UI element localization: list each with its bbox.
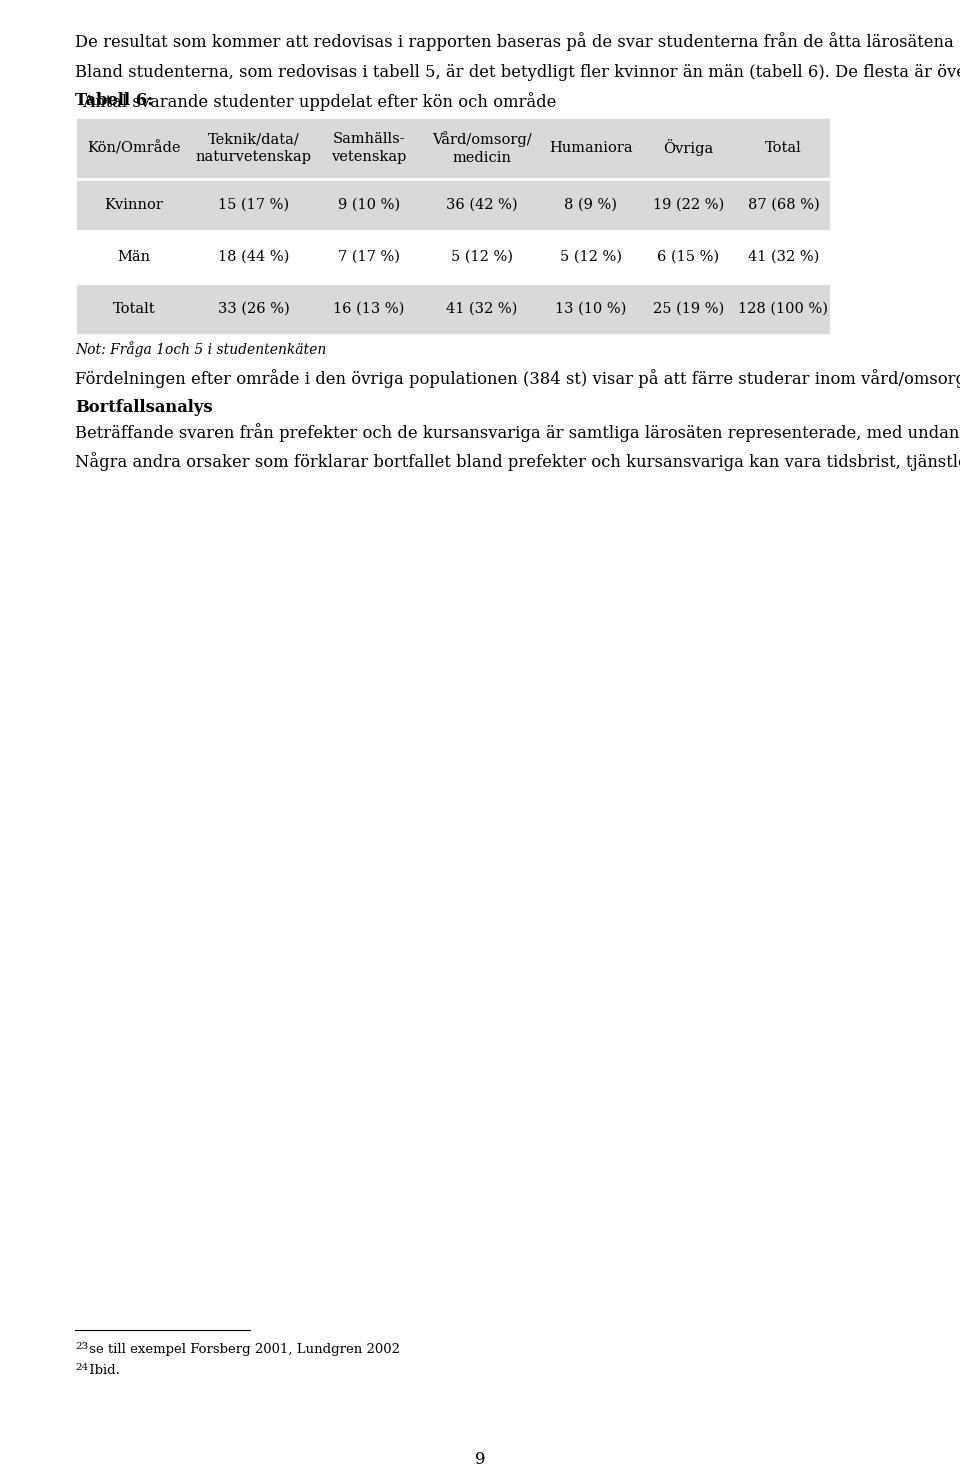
Text: 13 (10 %): 13 (10 %): [555, 302, 627, 316]
Text: Totalt: Totalt: [112, 302, 156, 316]
Text: 33 (26 %): 33 (26 %): [218, 302, 290, 316]
Text: Beträffande svaren från prefekter och de kursansvariga är samtliga lärosäten rep: Beträffande svaren från prefekter och de…: [75, 422, 960, 442]
Text: Bland studenterna, som redovisas i tabell 5, är det betydligt fler kvinnor än mä: Bland studenterna, som redovisas i tabel…: [75, 62, 960, 81]
Text: 19 (22 %): 19 (22 %): [653, 198, 724, 212]
Text: Ibid.: Ibid.: [85, 1364, 120, 1376]
Text: 6 (15 %): 6 (15 %): [658, 249, 720, 264]
Text: Total: Total: [765, 142, 802, 155]
Text: Antal svarande studenter uppdelat efter kön och område: Antal svarande studenter uppdelat efter …: [78, 93, 557, 111]
Text: 5 (12 %): 5 (12 %): [560, 249, 622, 264]
Text: Män: Män: [117, 249, 151, 264]
Text: 16 (13 %): 16 (13 %): [333, 302, 405, 316]
Text: Not: Fråga 1och 5 i studentenkäten: Not: Fråga 1och 5 i studentenkäten: [75, 341, 326, 357]
Text: De resultat som kommer att redovisas i rapporten baseras på de svar studenterna : De resultat som kommer att redovisas i r…: [75, 32, 960, 52]
Text: Övriga: Övriga: [663, 140, 713, 156]
Text: Fördelningen efter område i den övriga populationen (384 st) visar på att färre : Fördelningen efter område i den övriga p…: [75, 369, 960, 388]
Text: 41 (32 %): 41 (32 %): [446, 302, 517, 316]
Text: Samhälls-
vetenskap: Samhälls- vetenskap: [331, 133, 407, 164]
Text: Kön/Område: Kön/Område: [87, 140, 180, 155]
Bar: [75, 117, 831, 178]
Bar: [75, 283, 831, 335]
Text: 15 (17 %): 15 (17 %): [219, 198, 290, 212]
Bar: [75, 232, 831, 283]
Text: Humaniora: Humaniora: [549, 142, 633, 155]
Bar: [75, 178, 831, 232]
Text: Teknik/data/
naturvetenskap: Teknik/data/ naturvetenskap: [196, 133, 312, 164]
Text: Kvinnor: Kvinnor: [105, 198, 163, 212]
Text: 36 (42 %): 36 (42 %): [446, 198, 517, 212]
Text: 128 (100 %): 128 (100 %): [738, 302, 828, 316]
Text: 9: 9: [475, 1451, 485, 1469]
Text: 8 (9 %): 8 (9 %): [564, 198, 617, 212]
Text: Vård/omsorg/
medicin: Vård/omsorg/ medicin: [432, 131, 532, 165]
Text: 23: 23: [75, 1342, 88, 1351]
Text: 7 (17 %): 7 (17 %): [338, 249, 400, 264]
Text: 87 (68 %): 87 (68 %): [748, 198, 820, 212]
Text: 25 (19 %): 25 (19 %): [653, 302, 724, 316]
Text: 18 (44 %): 18 (44 %): [218, 249, 290, 264]
Text: 24: 24: [75, 1363, 88, 1372]
Text: 9 (10 %): 9 (10 %): [338, 198, 400, 212]
Text: 5 (12 %): 5 (12 %): [451, 249, 513, 264]
Text: Tabell 6:: Tabell 6:: [75, 93, 154, 109]
Text: Några andra orsaker som förklarar bortfallet bland prefekter och kursansvariga k: Några andra orsaker som förklarar bortfa…: [75, 453, 960, 471]
Text: Bortfallsanalys: Bortfallsanalys: [75, 400, 212, 416]
Text: 41 (32 %): 41 (32 %): [748, 249, 819, 264]
Text: se till exempel Forsberg 2001, Lundgren 2002: se till exempel Forsberg 2001, Lundgren …: [85, 1344, 400, 1356]
